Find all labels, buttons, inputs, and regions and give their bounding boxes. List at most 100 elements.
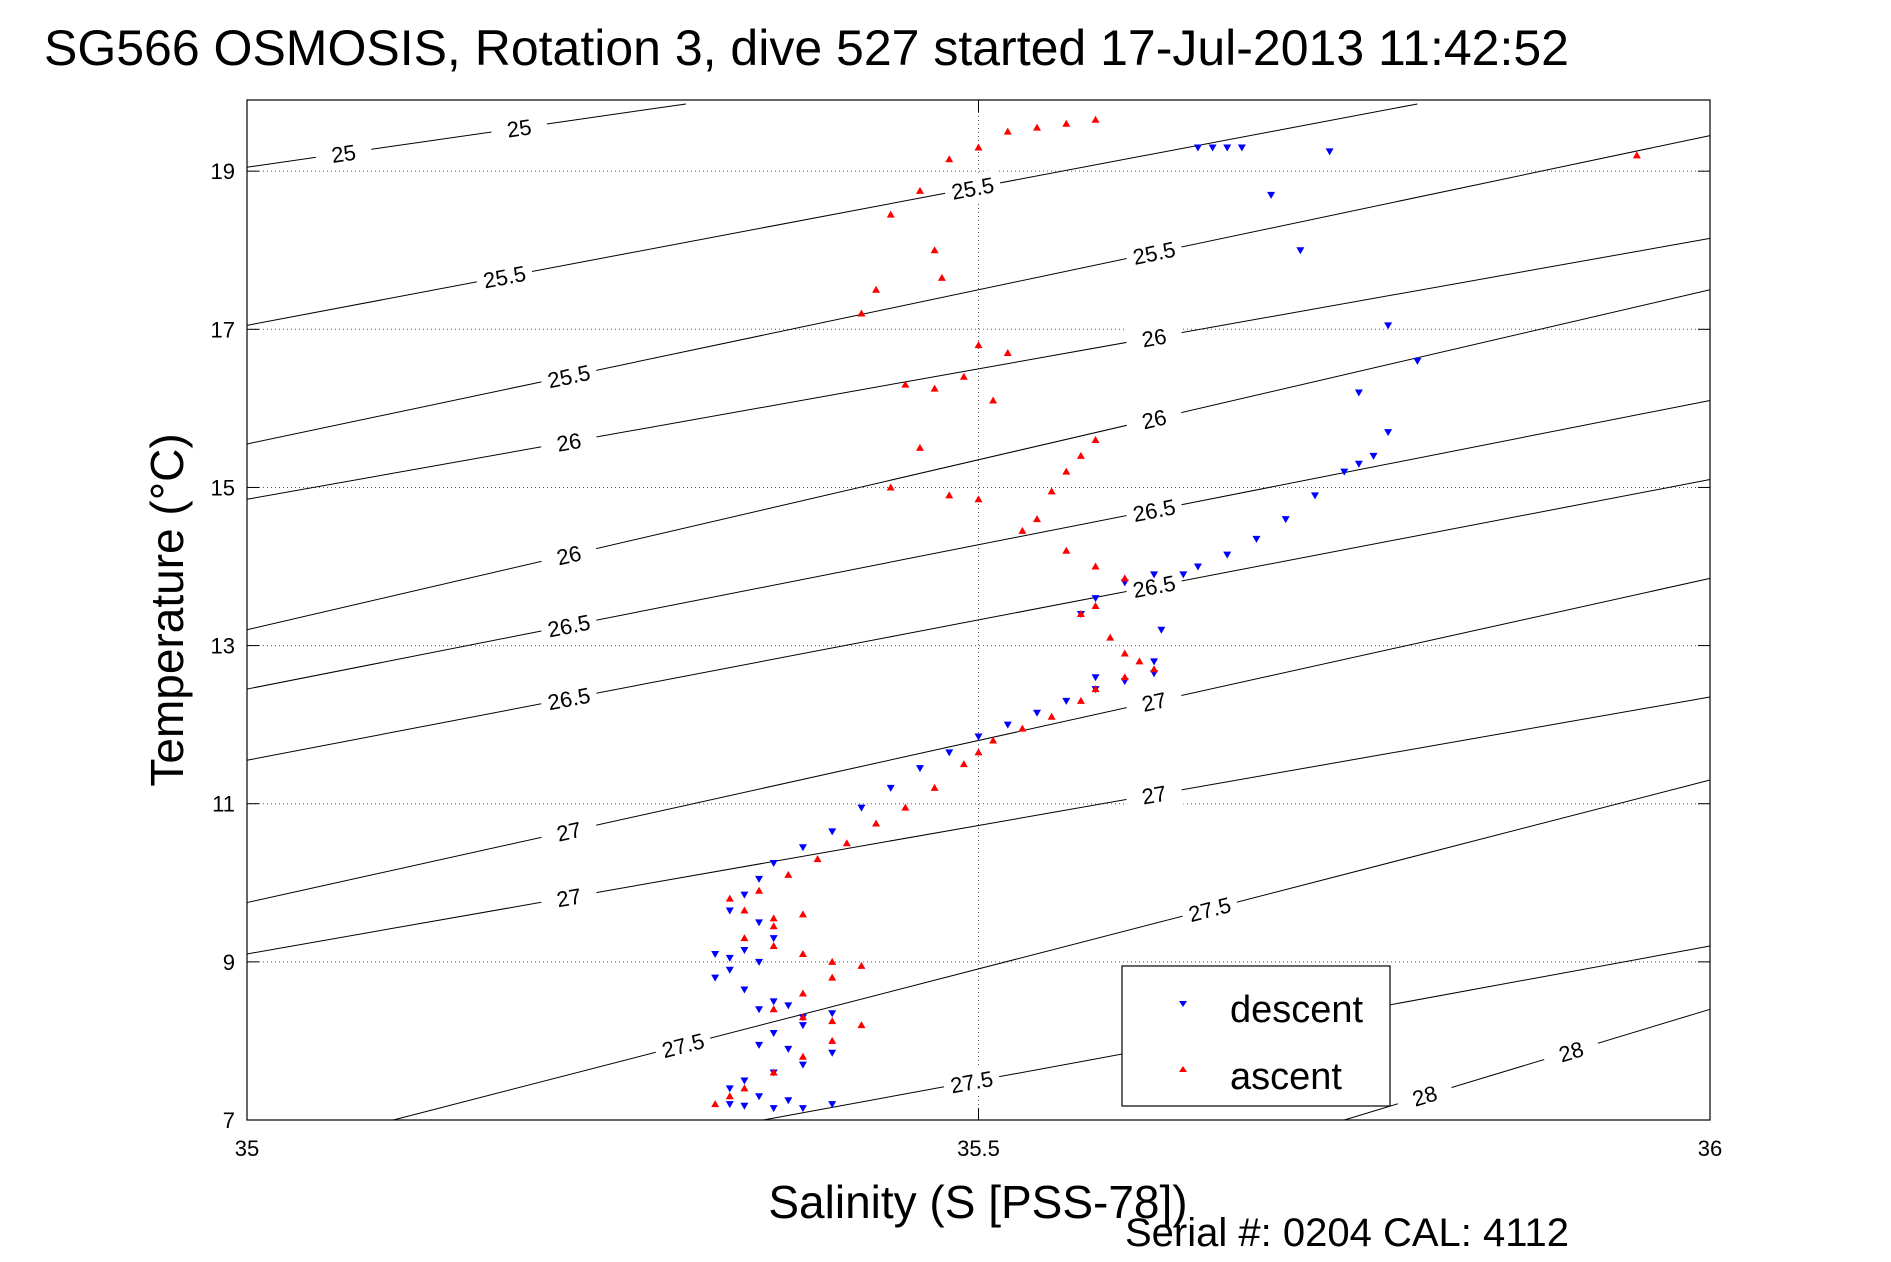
- density-contour-line: [246, 399, 1711, 690]
- descent-point: [1237, 144, 1246, 152]
- descent-point: [915, 765, 924, 773]
- descent-point: [725, 1085, 734, 1093]
- descent-point: [1281, 516, 1290, 524]
- ascent-point: [1003, 127, 1012, 135]
- y-tick-label: 7: [223, 1108, 235, 1133]
- y-tick-label: 9: [223, 950, 235, 975]
- x-axis-label: Salinity (S [PSS-78]): [768, 1176, 1187, 1228]
- legend-ascent-marker: [1179, 1066, 1187, 1072]
- contour-label-bg: [489, 110, 549, 146]
- y-tick-label: 13: [211, 634, 235, 659]
- ascent-point: [798, 989, 807, 997]
- ascent-point: [769, 914, 778, 922]
- descent-point: [769, 1030, 778, 1038]
- ascent-point: [740, 934, 749, 942]
- density-contour-line: [246, 289, 1711, 631]
- ascent-point: [959, 760, 968, 768]
- descent-point: [798, 1022, 807, 1030]
- ascent-point: [1106, 633, 1115, 641]
- data-series: [711, 115, 1641, 1113]
- ascent-point: [769, 942, 778, 950]
- ascent-point: [1091, 685, 1100, 693]
- contour-label: 25: [330, 140, 358, 168]
- ascent-point: [798, 910, 807, 918]
- ascent-point: [989, 396, 998, 404]
- contour-label-bg: [1393, 1074, 1456, 1118]
- descent-point: [945, 749, 954, 757]
- contour-label-bg: [1179, 888, 1241, 930]
- ascent-point: [872, 819, 881, 827]
- descent-point: [798, 1105, 807, 1113]
- contour-label-bg: [652, 1024, 714, 1066]
- density-contours: 252525.525.525.525.52626262626.526.526.5…: [246, 103, 1711, 1121]
- ascent-point: [1135, 657, 1144, 665]
- contour-label-bg: [474, 257, 535, 296]
- ascent-point: [1047, 712, 1056, 720]
- descent-point: [1340, 468, 1349, 476]
- descent-point: [784, 1045, 793, 1053]
- ascent-point: [725, 1092, 734, 1100]
- ascent-point: [740, 1084, 749, 1092]
- ascent-point: [930, 783, 939, 791]
- ascent-point: [974, 748, 983, 756]
- contour-label-bg: [538, 811, 600, 851]
- ascent-point: [1062, 467, 1071, 475]
- descent-point: [1033, 709, 1042, 717]
- descent-point: [769, 935, 778, 943]
- ascent-point: [813, 855, 822, 863]
- contour-label-bg: [538, 878, 599, 917]
- descent-point: [1223, 144, 1232, 152]
- ascent-point: [1062, 546, 1071, 554]
- ascent-point: [711, 1100, 720, 1108]
- ascent-point: [1150, 665, 1159, 673]
- descent-point: [755, 1041, 764, 1049]
- descent-point: [828, 1010, 837, 1018]
- contour-label: 27: [555, 883, 583, 912]
- density-contour-line: [246, 479, 1711, 761]
- ascent-point: [915, 186, 924, 194]
- contour-label: 27: [554, 817, 583, 847]
- descent-point: [1003, 721, 1012, 729]
- chart-title: SG566 OSMOSIS, Rotation 3, dive 527 star…: [44, 20, 1569, 76]
- ascent-point: [828, 957, 837, 965]
- contour-label-bg: [1124, 318, 1185, 357]
- ascent-point: [828, 973, 837, 981]
- contour-label-bg: [538, 606, 600, 645]
- ascent-point: [1091, 115, 1100, 123]
- descent-point: [1413, 357, 1422, 365]
- y-axis-label: Temperature (°C): [141, 433, 193, 786]
- ascent-point: [769, 1005, 778, 1013]
- contour-label: 26: [1139, 405, 1169, 435]
- descent-point: [784, 1002, 793, 1010]
- contour-label: 25: [505, 114, 533, 142]
- contour-label-bg: [538, 423, 599, 461]
- ascent-point: [945, 155, 954, 163]
- ascent-point: [901, 803, 910, 811]
- descent-point: [740, 1102, 749, 1110]
- descent-point: [711, 974, 720, 982]
- descent-point: [769, 860, 778, 868]
- contour-label-bg: [1540, 1029, 1602, 1073]
- contour-label-bg: [1124, 775, 1185, 814]
- ascent-point: [1018, 526, 1027, 534]
- descent-point: [857, 804, 866, 812]
- y-tick-label: 19: [211, 159, 235, 184]
- descent-point: [755, 919, 764, 927]
- descent-point: [1384, 322, 1393, 330]
- descent-point: [1091, 674, 1100, 682]
- y-tick-label: 17: [211, 317, 235, 342]
- series-ascent: [711, 115, 1641, 1108]
- ascent-point: [1120, 673, 1129, 681]
- descent-point: [725, 966, 734, 974]
- legend: descent ascent: [1121, 965, 1391, 1107]
- y-tick-label: 11: [212, 792, 235, 817]
- density-contour-line: [246, 135, 1711, 445]
- ascent-point: [857, 1021, 866, 1029]
- descent-point: [1193, 563, 1202, 571]
- descent-point: [769, 998, 778, 1006]
- ascent-point: [974, 143, 983, 151]
- ascent-point: [937, 273, 946, 281]
- descent-point: [798, 844, 807, 852]
- density-contour-line: [246, 237, 1711, 500]
- descent-point: [711, 950, 720, 958]
